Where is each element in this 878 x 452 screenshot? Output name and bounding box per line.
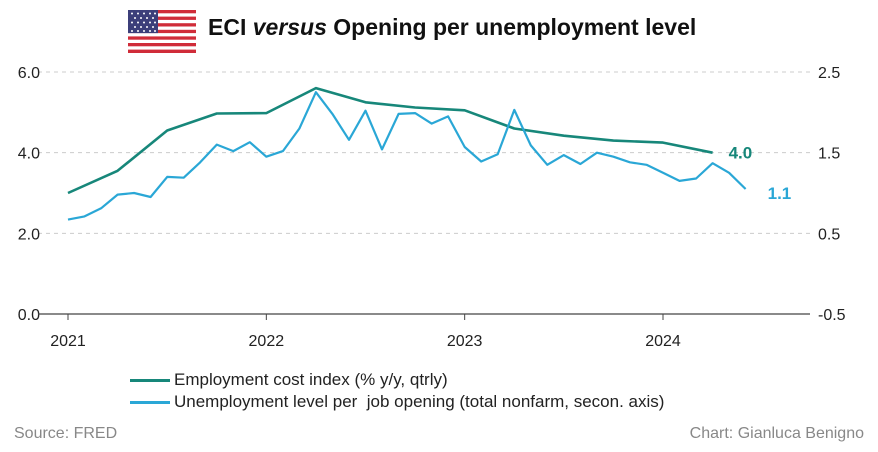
- chart-credit: Chart: Gianluca Benigno: [689, 425, 864, 442]
- legend: Employment cost index (% y/y, qtrly) Une…: [130, 369, 664, 413]
- chart-title: ECI versus Opening per unemployment leve…: [208, 14, 696, 41]
- legend-item-unemployment: Unemployment level per job opening (tota…: [130, 391, 664, 413]
- end-label-eci: 4.0: [729, 144, 753, 163]
- y-left-tick-label: 6.0: [18, 65, 40, 82]
- x-tick-label: 2023: [447, 333, 483, 350]
- legend-item-eci: Employment cost index (% y/y, qtrly): [130, 369, 664, 391]
- eci-series-line: [67, 86, 713, 195]
- title-prefix: ECI: [208, 14, 247, 40]
- y-right-tick-label: 0.5: [818, 226, 840, 243]
- title-suffix: Opening per unemployment level: [333, 14, 697, 40]
- x-tick-label: 2024: [645, 333, 681, 350]
- legend-label-unemployment: Unemployment level per job opening (tota…: [174, 392, 665, 411]
- us-flag-icon: [128, 10, 196, 53]
- y-right-tick-label: 1.5: [818, 146, 840, 163]
- legend-swatch-eci: [130, 378, 170, 382]
- unemployment-series-line: [67, 91, 747, 221]
- y-left-tick-label: 4.0: [18, 146, 40, 163]
- legend-label-eci: Employment cost index (% y/y, qtrly): [174, 370, 448, 389]
- y-left-tick-label: 2.0: [18, 226, 40, 243]
- y-left-tick-label: 0.0: [18, 307, 40, 324]
- x-tick-label: 2022: [249, 333, 285, 350]
- line-chart: 0.0 2.0 4.0 6.0 -0.5 0.5 1.5 2.5 2021 2022 2023 202…: [18, 65, 846, 350]
- x-tick-label: 2021: [50, 333, 86, 350]
- y-right-tick-label: 2.5: [818, 65, 840, 82]
- end-label-unemployment: 1.1: [768, 184, 792, 203]
- y-right-tick-label: -0.5: [818, 307, 846, 324]
- title-italic: versus: [252, 14, 327, 40]
- source-note: Source: FRED: [14, 425, 118, 442]
- legend-swatch-unemployment: [130, 400, 170, 404]
